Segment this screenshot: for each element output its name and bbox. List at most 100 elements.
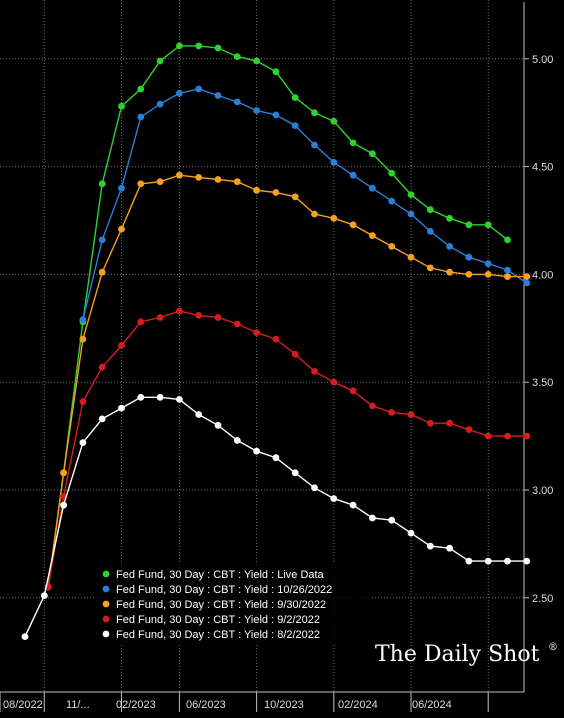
data-point [156, 393, 164, 401]
data-point [21, 633, 29, 640]
data-point [369, 514, 376, 522]
data-point [79, 335, 87, 343]
data-point [195, 42, 203, 50]
series-2 [44, 171, 531, 591]
data-point [523, 273, 531, 280]
data-point [156, 100, 164, 108]
data-point [426, 264, 434, 272]
brand-text: The Daily Shot [375, 642, 540, 667]
data-point [156, 314, 164, 321]
data-point [388, 409, 396, 416]
data-point [388, 516, 396, 524]
data-point [118, 342, 125, 349]
data-point [272, 68, 280, 76]
data-point [330, 495, 338, 502]
data-point [504, 432, 511, 440]
x-tick-label: 02/2024 [338, 699, 378, 711]
data-point [311, 484, 318, 492]
legend-marker [102, 600, 110, 608]
data-point [446, 419, 453, 427]
y-axis-ticks: 2.50 3.00 3.50 4.00 4.50 5.00 [524, 54, 553, 605]
data-point [233, 437, 241, 444]
data-point [504, 236, 511, 244]
data-point [233, 53, 241, 60]
legend-label: Fed Fund, 30 Day : CBT : Yield : 8/2/202… [116, 629, 320, 641]
data-point [98, 180, 106, 188]
brand-logo: The Daily Shot ® [375, 642, 558, 667]
data-point [118, 184, 125, 192]
legend-marker [102, 630, 110, 638]
legend-marker [102, 585, 110, 593]
legend-box [95, 564, 370, 644]
x-tick-label: 06/2024 [412, 699, 452, 711]
data-point [504, 273, 511, 280]
data-point [291, 122, 299, 129]
x-tick-label: 02/2023 [116, 699, 156, 711]
data-point [253, 57, 260, 65]
data-point [118, 102, 125, 110]
data-point [426, 206, 434, 214]
data-point [349, 139, 357, 147]
data-point [98, 415, 106, 423]
data-point [311, 210, 318, 218]
data-point [369, 184, 376, 192]
y-tick-label: 2.50 [532, 593, 553, 605]
data-point [523, 432, 531, 440]
brand-mark: ® [548, 642, 558, 653]
x-axis-ticks: 08/2022 11/... 02/2023 06/2023 10/2023 02/202… [0, 692, 489, 712]
data-point [118, 404, 125, 412]
data-point [446, 268, 453, 276]
data-point [98, 268, 106, 276]
data-point [291, 94, 299, 101]
data-point [484, 271, 492, 278]
data-point [176, 89, 183, 97]
data-point [426, 542, 434, 550]
data-point [253, 107, 260, 114]
data-point [465, 271, 473, 278]
data-point [272, 454, 280, 462]
data-point [176, 42, 183, 50]
data-point [465, 221, 473, 229]
data-point [291, 350, 299, 358]
x-tick-label: 10/2023 [264, 699, 304, 711]
data-point [407, 411, 415, 418]
y-tick-label: 4.00 [532, 269, 553, 281]
data-point [214, 314, 222, 321]
data-point [388, 169, 396, 177]
series-1 [79, 85, 531, 324]
data-point [253, 447, 260, 455]
data-point [118, 225, 125, 233]
data-point [156, 178, 164, 186]
data-point [349, 171, 357, 179]
data-point [407, 210, 415, 218]
data-point [79, 316, 87, 324]
data-point [291, 193, 299, 201]
data-point [291, 469, 299, 477]
data-point [195, 411, 203, 418]
x-tick-label: 06/2023 [186, 699, 226, 711]
data-point [233, 98, 241, 106]
data-point [98, 363, 106, 371]
data-point [523, 279, 531, 287]
data-point [504, 557, 511, 565]
data-point [60, 501, 67, 509]
legend-label: Fed Fund, 30 Day : CBT : Yield : 10/26/2… [116, 584, 332, 596]
data-point [465, 557, 473, 565]
y-tick-label: 3.50 [532, 377, 553, 389]
data-point [137, 318, 145, 326]
data-point [484, 260, 492, 267]
data-point [176, 396, 183, 403]
data-point [311, 368, 318, 375]
legend-label: Fed Fund, 30 Day : CBT : Yield : Live Da… [116, 569, 325, 581]
data-point [407, 529, 415, 537]
data-point [233, 178, 241, 186]
data-point [40, 592, 48, 599]
data-point [214, 44, 222, 52]
data-point [369, 402, 376, 410]
data-point [330, 214, 338, 222]
data-point [214, 176, 222, 183]
data-point [330, 158, 338, 166]
data-point [272, 335, 280, 343]
data-point [504, 266, 511, 274]
data-point [195, 312, 203, 319]
